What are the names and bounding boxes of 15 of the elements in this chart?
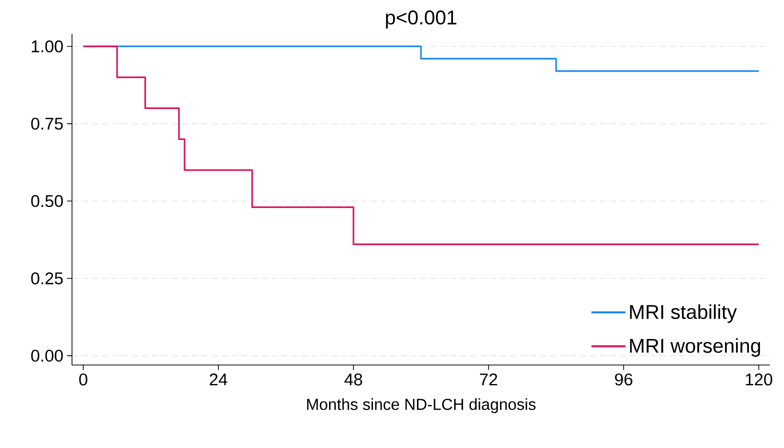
y-tick-label: 1.00 <box>32 40 63 52</box>
y-tick-label: 0.25 <box>31 272 63 284</box>
legend-label: MRI worsening <box>630 338 760 357</box>
x-tick-label: 48 <box>344 373 362 386</box>
y-tick-label: 0.75 <box>31 118 63 130</box>
y-tick-label: 0.50 <box>31 195 63 208</box>
x-tick-label: 72 <box>480 373 498 386</box>
legend-label: MRI stability <box>630 304 737 323</box>
x-axis-title: Months since ND-LCH diagnosis <box>307 398 536 414</box>
x-tick-label: 120 <box>746 373 772 386</box>
y-tick-label: 0.00 <box>31 350 63 362</box>
x-tick-label: 0 <box>79 373 88 386</box>
chart-title: p<0.001 <box>386 10 456 28</box>
x-tick-label: 96 <box>615 373 632 386</box>
x-tick-label: 24 <box>210 373 228 386</box>
